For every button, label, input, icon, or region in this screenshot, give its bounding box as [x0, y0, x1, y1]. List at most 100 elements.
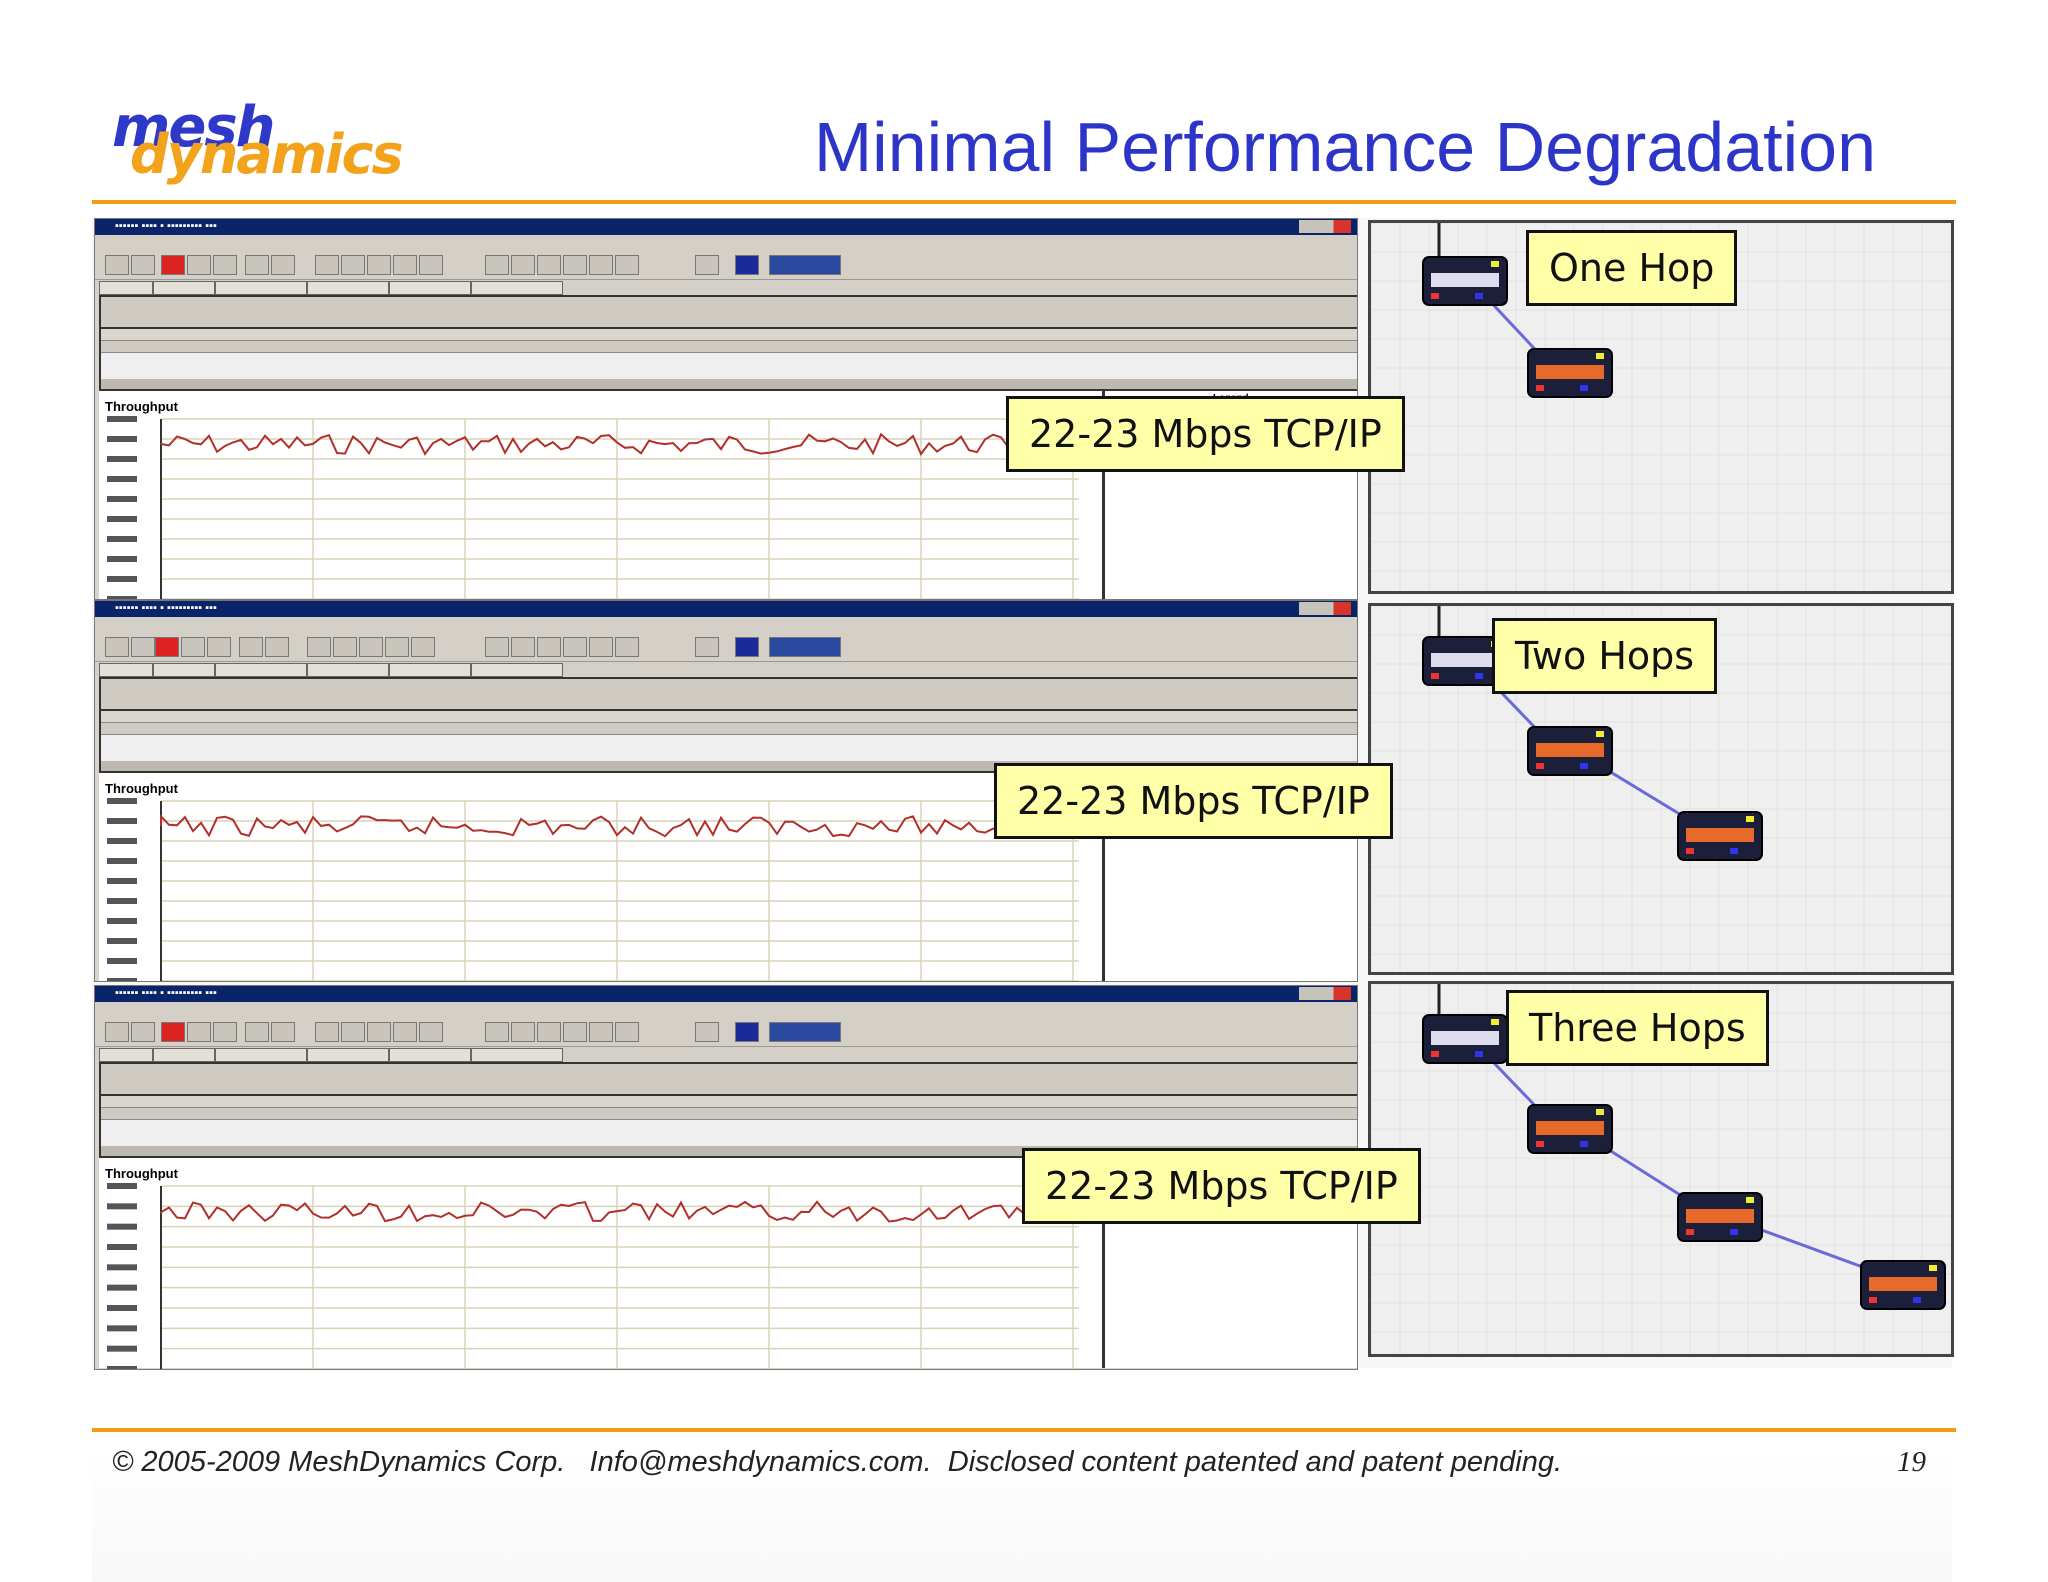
toolbar-button[interactable]	[563, 637, 587, 657]
toolbar-button[interactable]	[615, 255, 639, 275]
tab[interactable]	[153, 663, 215, 677]
toolbar-button[interactable]	[419, 1022, 443, 1042]
table-row[interactable]	[101, 1096, 1357, 1108]
toolbar-button[interactable]	[131, 637, 155, 657]
tab[interactable]	[389, 1048, 471, 1062]
toolbar-button[interactable]	[265, 637, 289, 657]
horizontal-scrollbar[interactable]	[101, 379, 1357, 389]
toolbar-button[interactable]	[367, 255, 391, 275]
toolbar-button[interactable]	[563, 1022, 587, 1042]
toolbar-button[interactable]	[485, 637, 509, 657]
results-table[interactable]	[99, 295, 1357, 391]
toolbar-button[interactable]	[393, 255, 417, 275]
tab[interactable]	[99, 663, 153, 677]
menu-bar[interactable]	[95, 617, 1357, 631]
toolbar-button[interactable]	[359, 637, 383, 657]
toolbar-button[interactable]	[207, 637, 231, 657]
toolbar-button[interactable]	[385, 637, 409, 657]
tab-strip[interactable]	[95, 1047, 1357, 1062]
stop-icon[interactable]	[161, 255, 185, 275]
window-control-buttons[interactable]	[1299, 220, 1351, 233]
tab[interactable]	[471, 281, 563, 295]
tab[interactable]	[215, 1048, 307, 1062]
tab[interactable]	[215, 663, 307, 677]
tab[interactable]	[215, 281, 307, 295]
toolbar-button[interactable]	[271, 1022, 295, 1042]
toolbar[interactable]	[95, 1016, 1357, 1047]
menu-bar[interactable]	[95, 235, 1357, 249]
toolbar-button[interactable]	[485, 255, 509, 275]
window-control-buttons[interactable]	[1299, 602, 1351, 615]
tab[interactable]	[471, 663, 563, 677]
tab[interactable]	[99, 281, 153, 295]
toolbar-button[interactable]	[367, 1022, 391, 1042]
toolbar-button[interactable]	[315, 1022, 339, 1042]
toolbar-button[interactable]	[615, 637, 639, 657]
toolbar-button[interactable]	[239, 637, 263, 657]
tab[interactable]	[471, 1048, 563, 1062]
toolbar-button[interactable]	[615, 1022, 639, 1042]
toolbar-button[interactable]	[245, 1022, 269, 1042]
table-row[interactable]	[101, 329, 1357, 341]
tab[interactable]	[153, 281, 215, 295]
tab[interactable]	[389, 281, 471, 295]
toolbar-button[interactable]	[695, 637, 719, 657]
toolbar-button[interactable]	[213, 1022, 237, 1042]
toolbar-button[interactable]	[537, 1022, 561, 1042]
toolbar-button[interactable]	[307, 637, 331, 657]
toolbar-button[interactable]	[333, 637, 357, 657]
horizontal-scrollbar[interactable]	[101, 1146, 1357, 1156]
toolbar-button[interactable]	[589, 1022, 613, 1042]
results-table[interactable]	[99, 677, 1357, 773]
table-row[interactable]	[101, 711, 1357, 723]
toolbar-button[interactable]	[131, 255, 155, 275]
horizontal-scrollbar[interactable]	[101, 761, 1357, 771]
toolbar-button[interactable]	[589, 255, 613, 275]
toolbar-button[interactable]	[537, 255, 561, 275]
toolbar-button[interactable]	[105, 1022, 129, 1042]
toolbar-button[interactable]	[245, 255, 269, 275]
toolbar-button[interactable]	[315, 255, 339, 275]
window-control-buttons[interactable]	[1299, 987, 1351, 1000]
toolbar-button[interactable]	[735, 255, 759, 275]
results-table[interactable]	[99, 1062, 1357, 1158]
tab[interactable]	[99, 1048, 153, 1062]
toolbar-button[interactable]	[181, 637, 205, 657]
brand-button[interactable]	[769, 637, 841, 657]
stop-icon[interactable]	[155, 637, 179, 657]
brand-button[interactable]	[769, 1022, 841, 1042]
toolbar-button[interactable]	[735, 637, 759, 657]
table-row[interactable]	[101, 1108, 1357, 1120]
toolbar-button[interactable]	[105, 255, 129, 275]
toolbar-button[interactable]	[393, 1022, 417, 1042]
toolbar-button[interactable]	[411, 637, 435, 657]
tab[interactable]	[307, 1048, 389, 1062]
toolbar-button[interactable]	[131, 1022, 155, 1042]
toolbar-button[interactable]	[511, 255, 535, 275]
table-row[interactable]	[101, 723, 1357, 735]
toolbar[interactable]	[95, 631, 1357, 662]
menu-bar[interactable]	[95, 1002, 1357, 1016]
toolbar-button[interactable]	[589, 637, 613, 657]
toolbar-button[interactable]	[695, 1022, 719, 1042]
toolbar-button[interactable]	[105, 637, 129, 657]
toolbar-button[interactable]	[695, 255, 719, 275]
toolbar[interactable]	[95, 249, 1357, 280]
tab[interactable]	[307, 281, 389, 295]
toolbar-button[interactable]	[485, 1022, 509, 1042]
toolbar-button[interactable]	[511, 637, 535, 657]
tab[interactable]	[307, 663, 389, 677]
toolbar-button[interactable]	[341, 1022, 365, 1042]
toolbar-button[interactable]	[341, 255, 365, 275]
toolbar-button[interactable]	[271, 255, 295, 275]
stop-icon[interactable]	[161, 1022, 185, 1042]
toolbar-button[interactable]	[187, 255, 211, 275]
brand-button[interactable]	[769, 255, 841, 275]
toolbar-button[interactable]	[537, 637, 561, 657]
toolbar-button[interactable]	[563, 255, 587, 275]
toolbar-button[interactable]	[511, 1022, 535, 1042]
tab-strip[interactable]	[95, 280, 1357, 295]
toolbar-button[interactable]	[213, 255, 237, 275]
tab[interactable]	[153, 1048, 215, 1062]
tab[interactable]	[389, 663, 471, 677]
